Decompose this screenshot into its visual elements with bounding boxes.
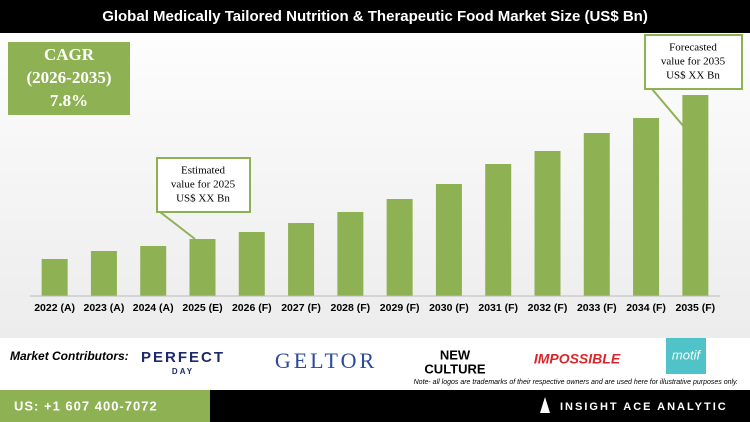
logo: DAY <box>172 367 194 376</box>
callout-connector <box>159 211 196 240</box>
contributors-strip <box>0 338 750 390</box>
logo: PERFECT <box>141 349 225 366</box>
x-tick-label: 2026 (F) <box>232 302 272 314</box>
logo-background <box>666 338 706 374</box>
cagr-label: CAGR <box>44 45 95 64</box>
callout-connector <box>651 88 686 129</box>
brand-icon <box>540 397 550 413</box>
x-tick-label: 2023 (A) <box>83 302 124 314</box>
cagr-value: 7.8% <box>50 91 88 110</box>
callout-text: US$ XX Bn <box>176 193 230 205</box>
cagr-period: (2026-2035) <box>27 68 112 87</box>
bar <box>682 95 709 296</box>
bar <box>583 133 610 296</box>
title-bar <box>0 0 750 33</box>
bar <box>41 259 68 296</box>
bar <box>485 164 512 296</box>
bar <box>189 239 216 296</box>
bar <box>337 212 364 296</box>
bar <box>386 199 413 296</box>
callout-box <box>156 157 251 213</box>
x-tick-label: 2032 (F) <box>528 302 568 314</box>
phone-box <box>0 390 210 422</box>
callout-text: US$ XX Bn <box>666 70 720 82</box>
bar <box>90 251 117 296</box>
logo: IMPOSSIBLE <box>534 351 621 367</box>
x-tick-label: 2025 (E) <box>182 302 222 314</box>
bar <box>288 223 315 296</box>
callout-text: value for 2035 <box>661 56 726 68</box>
plot: 2022 (A) 2023 (A) 2024 (A) 2025 (E) 2026 (F)… <box>30 95 720 314</box>
x-tick-label: 2034 (F) <box>626 302 666 314</box>
x-tick-label: 2027 (F) <box>281 302 321 314</box>
x-tick-label: 2031 (F) <box>478 302 518 314</box>
bar <box>534 151 561 296</box>
phone: US: +1 607 400-7072 <box>14 398 158 413</box>
callout-text: value for 2025 <box>171 179 236 191</box>
disclaimer: Note- all logos are trademarks of their … <box>414 379 738 386</box>
callout-box <box>644 34 743 90</box>
logo: CULTURE <box>424 361 485 376</box>
bar <box>633 118 660 296</box>
brand: INSIGHT ACE ANALYTIC <box>560 401 728 413</box>
x-tick-label: 2035 (F) <box>676 302 716 314</box>
logo: motif <box>672 347 702 362</box>
cagr-box <box>8 42 130 115</box>
x-tick-label: 2024 (A) <box>133 302 174 314</box>
x-tick-label: 2028 (F) <box>331 302 371 314</box>
callout-text: Forecasted <box>669 42 717 54</box>
callout-text: Estimated <box>181 165 225 177</box>
x-tick-label: 2029 (F) <box>380 302 420 314</box>
contributors-label: Market Contributors: <box>10 349 129 363</box>
brand-bar <box>210 390 750 422</box>
bar <box>140 246 167 296</box>
logo: NEW <box>440 347 471 362</box>
bar <box>238 232 265 296</box>
x-tick-label: 2033 (F) <box>577 302 617 314</box>
x-tick-label: 2022 (A) <box>34 302 75 314</box>
chart-title: Global Medically Tailored Nutrition & Th… <box>102 8 648 25</box>
logo: GELTOR <box>275 348 377 373</box>
bar <box>435 184 462 296</box>
x-tick-label: 2030 (F) <box>429 302 469 314</box>
